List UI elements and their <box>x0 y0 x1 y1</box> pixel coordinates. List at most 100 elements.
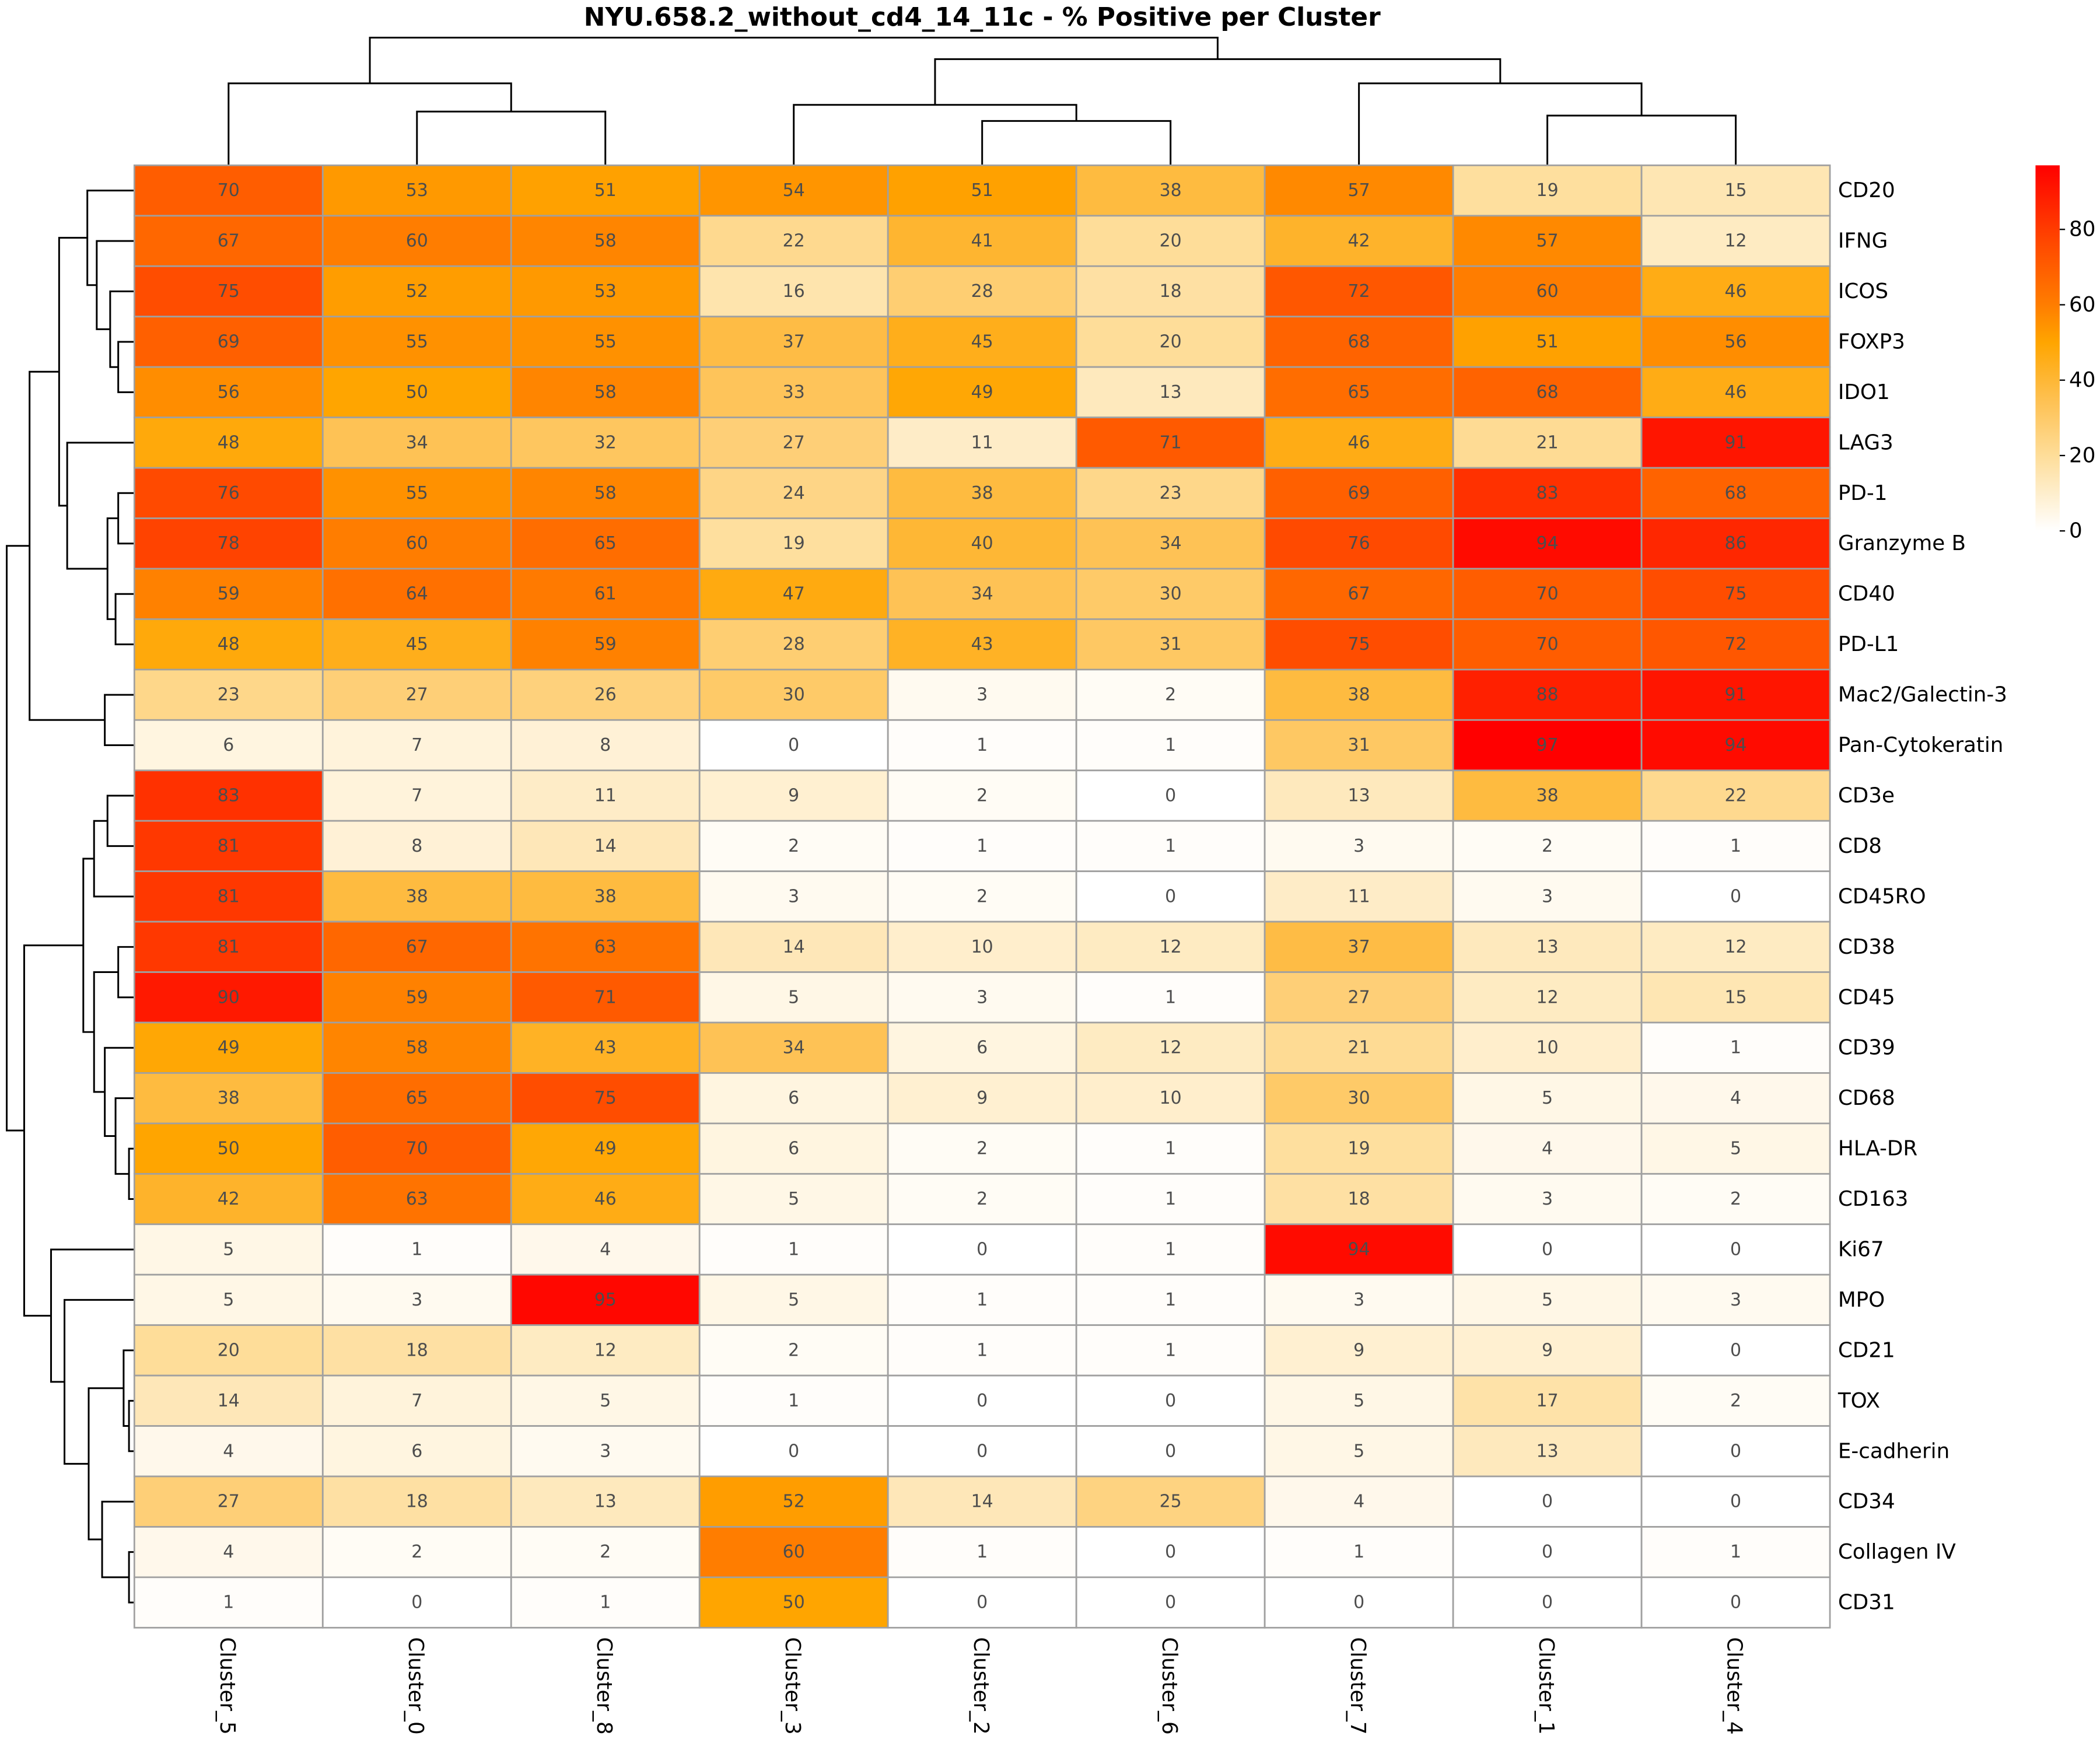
cell-value: 3 <box>1730 1290 1741 1310</box>
heatmap-cell: 51 <box>510 164 701 217</box>
heatmap-cell: 21 <box>1452 416 1643 469</box>
cell-rect <box>1264 316 1454 368</box>
cell-value: 22 <box>783 231 805 251</box>
cell-rect <box>887 568 1077 620</box>
cell-value: 7 <box>411 1391 422 1411</box>
row-label: IDO1 <box>1838 380 1890 404</box>
cell-rect <box>698 1324 889 1377</box>
heatmap-cell: 72 <box>1640 618 1831 671</box>
dendrogram-branch <box>23 944 83 1317</box>
heatmap-cell: 14 <box>698 921 889 973</box>
cell-value: 2 <box>1165 685 1176 705</box>
heatmap-cell: 31 <box>1075 618 1266 671</box>
heatmap-cell: 2 <box>887 1172 1077 1226</box>
cell-rect <box>133 1072 324 1125</box>
cell-value: 51 <box>594 180 617 201</box>
heatmap-cell: 27 <box>1264 971 1454 1024</box>
heatmap-cell: 49 <box>510 1122 701 1175</box>
cell-value: 5 <box>1542 1290 1553 1310</box>
cell-rect <box>1452 1425 1643 1478</box>
cell-rect <box>1452 215 1643 267</box>
cell-value: 38 <box>218 1088 240 1108</box>
cell-value: 15 <box>1725 987 1747 1007</box>
cell-rect <box>1264 719 1454 772</box>
heatmap-cell: 67 <box>133 215 324 267</box>
cell-rect <box>510 517 701 570</box>
heatmap-cell: 5 <box>510 1374 701 1427</box>
heatmap-cell: 76 <box>1264 517 1454 570</box>
cell-rect <box>1075 467 1266 519</box>
row-label: Granzyme B <box>1838 531 1966 555</box>
cell-value: 59 <box>406 987 428 1007</box>
cell-value: 2 <box>977 1189 988 1209</box>
heatmap-cell: 5 <box>698 971 889 1024</box>
cell-rect <box>1452 1324 1643 1377</box>
heatmap-cell: 27 <box>321 668 512 721</box>
heatmap-cell: 12 <box>510 1324 701 1377</box>
heatmap-cell: 1 <box>698 1223 889 1276</box>
heatmap-cell: 0 <box>1640 1576 1831 1629</box>
cell-rect <box>887 517 1077 570</box>
row-label: CD40 <box>1838 582 1895 606</box>
cell-rect <box>887 1021 1077 1074</box>
row-label: PD-L1 <box>1838 632 1899 656</box>
cell-value: 50 <box>406 382 428 402</box>
cell-value: 42 <box>1348 231 1370 251</box>
cell-rect <box>321 971 512 1024</box>
cell-rect <box>1452 1475 1643 1528</box>
cell-rect <box>510 1374 701 1427</box>
heatmap-cell: 49 <box>133 1021 324 1074</box>
heatmap-cell: 70 <box>1452 568 1643 620</box>
heatmap-cell: 23 <box>1075 467 1266 519</box>
heatmap-cell: 5 <box>1264 1374 1454 1427</box>
heatmap-cell: 24 <box>698 467 889 519</box>
heatmap-cell: 12 <box>1075 1021 1266 1074</box>
heatmap-cell: 0 <box>1640 1324 1831 1377</box>
cell-value: 13 <box>1536 937 1559 957</box>
cell-rect <box>1640 1374 1831 1427</box>
cell-rect <box>1264 215 1454 267</box>
cell-value: 1 <box>600 1592 611 1613</box>
heatmap-cell: 0 <box>1075 1425 1266 1478</box>
cell-value: 1 <box>977 1290 988 1310</box>
heatmap-cell: 51 <box>887 164 1077 217</box>
cell-value: 13 <box>594 1492 617 1512</box>
cell-value: 1 <box>977 836 988 856</box>
heatmap-cell: 65 <box>1264 366 1454 419</box>
row-label: CD3e <box>1838 783 1895 807</box>
heatmap-cell: 50 <box>133 1122 324 1175</box>
heatmap-cell: 3 <box>698 870 889 923</box>
cell-value: 26 <box>594 685 617 705</box>
cell-value: 5 <box>600 1391 611 1411</box>
cell-value: 11 <box>1348 886 1370 907</box>
cell-rect <box>1264 618 1454 671</box>
cell-value: 0 <box>1730 1239 1741 1259</box>
cell-value: 1 <box>977 735 988 755</box>
heatmap-cell: 33 <box>698 366 889 419</box>
cell-value: 1 <box>1730 1038 1741 1058</box>
row-label: Pan-Cytokeratin <box>1838 733 2004 757</box>
cell-rect <box>1264 1475 1454 1528</box>
heatmap-cell: 68 <box>1264 316 1454 368</box>
heatmap-cell: 6 <box>887 1021 1077 1074</box>
cell-rect <box>1075 1021 1266 1074</box>
heatmap-cell: 37 <box>1264 921 1454 973</box>
cell-rect <box>510 618 701 671</box>
cell-value: 0 <box>1542 1592 1553 1613</box>
heatmap-cell: 58 <box>510 366 701 419</box>
cell-rect <box>1264 1526 1454 1578</box>
cell-value: 12 <box>1725 231 1747 251</box>
cell-value: 94 <box>1725 735 1747 755</box>
cell-value: 58 <box>594 483 617 503</box>
heatmap-cell: 58 <box>510 467 701 519</box>
heatmap-cell: 53 <box>510 265 701 318</box>
heatmap-cell: 30 <box>1075 568 1266 620</box>
heatmap-cell: 1 <box>1075 1122 1266 1175</box>
heatmap-cell: 1 <box>1075 820 1266 873</box>
cell-value: 2 <box>788 836 799 856</box>
heatmap-cell: 0 <box>1452 1576 1643 1629</box>
cell-value: 1 <box>1165 1290 1176 1310</box>
heatmap-cell: 5 <box>1452 1072 1643 1125</box>
heatmap-cell: 30 <box>1264 1072 1454 1125</box>
cell-value: 12 <box>594 1340 617 1360</box>
